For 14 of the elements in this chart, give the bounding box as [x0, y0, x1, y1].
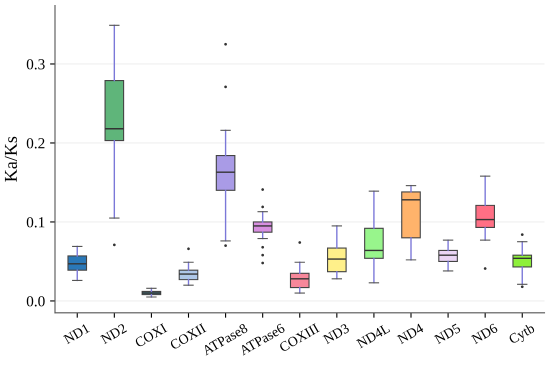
y-tick-label: 0.3 — [26, 59, 45, 70]
y-tick-label: 0.2 — [26, 138, 44, 148]
x-tick-label: ND2 — [100, 323, 128, 344]
x-tick-label: ND4 — [396, 323, 424, 344]
y-tick-label: 0.1 — [26, 217, 44, 228]
x-tick-label: Cytb — [508, 322, 537, 347]
x-tick-label: ND1 — [62, 323, 90, 344]
x-tick-label: ND4L — [356, 323, 390, 348]
x-tick-label: ND5 — [434, 323, 462, 344]
x-tick-label: COXI — [134, 323, 168, 348]
y-tick-label: 0.0 — [26, 296, 45, 306]
y-axis-title: Ka/Ks — [4, 136, 17, 182]
x-tick-label: ND6 — [470, 323, 498, 344]
x-tick-label: ND3 — [322, 323, 350, 344]
